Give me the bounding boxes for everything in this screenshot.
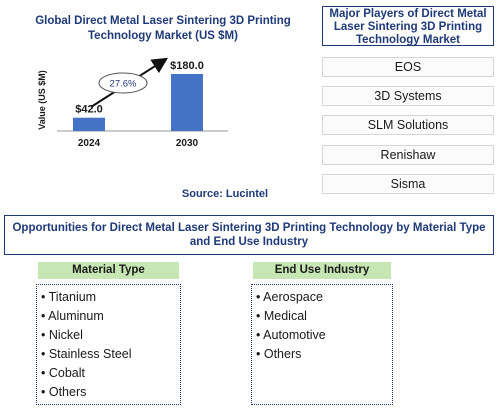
player-item: EOS [322,57,494,77]
chart-title: Global Direct Metal Laser Sintering 3D P… [35,15,291,42]
end-use-item: • Others [256,347,302,361]
bar-2024 [73,117,105,131]
material-item: • Cobalt [41,366,85,380]
end-use-industry-list: • Aerospace • Medical • Automotive • Oth… [251,284,393,405]
player-item: Sisma [322,174,494,194]
end-use-item: • Automotive [256,328,326,342]
player-item: SLM Solutions [322,115,494,135]
cagr-label: 27.6% [110,79,137,90]
value-label-2024: $42.0 [75,104,103,116]
source-label: Source: Lucintel [181,188,269,200]
player-item: Renishaw [322,145,494,165]
material-type-list: • Titanium • Aluminum • Nickel • Stainle… [36,284,181,405]
material-item: • Titanium [41,290,97,304]
x-tick-label-2030: 2030 [176,138,199,149]
value-label-2030: $180.0 [170,60,204,72]
material-item: • Nickel [41,328,83,342]
cagr-bubble [98,72,148,94]
x-tick-label-2024: 2024 [78,138,101,149]
players-title: Major Players of Direct Metal Laser Sint… [322,6,494,46]
material-item: • Others [41,385,87,399]
material-item: • Stainless Steel [41,347,132,361]
end-use-industry-header: End Use Industry [253,262,391,279]
player-item: 3D Systems [322,86,494,106]
bar-chart: Value (US $M) $42.0 2024 $180.0 2030 27.6% [37,57,228,149]
opportunities-title: Opportunities for Direct Metal Laser Sin… [4,215,494,255]
material-item: • Aluminum [41,309,104,323]
y-axis-label: Value (US $M) [37,70,47,130]
end-use-item: • Aerospace [256,290,323,304]
bar-2030 [171,74,203,131]
material-type-header: Material Type [38,262,179,279]
end-use-item: • Medical [256,309,307,323]
